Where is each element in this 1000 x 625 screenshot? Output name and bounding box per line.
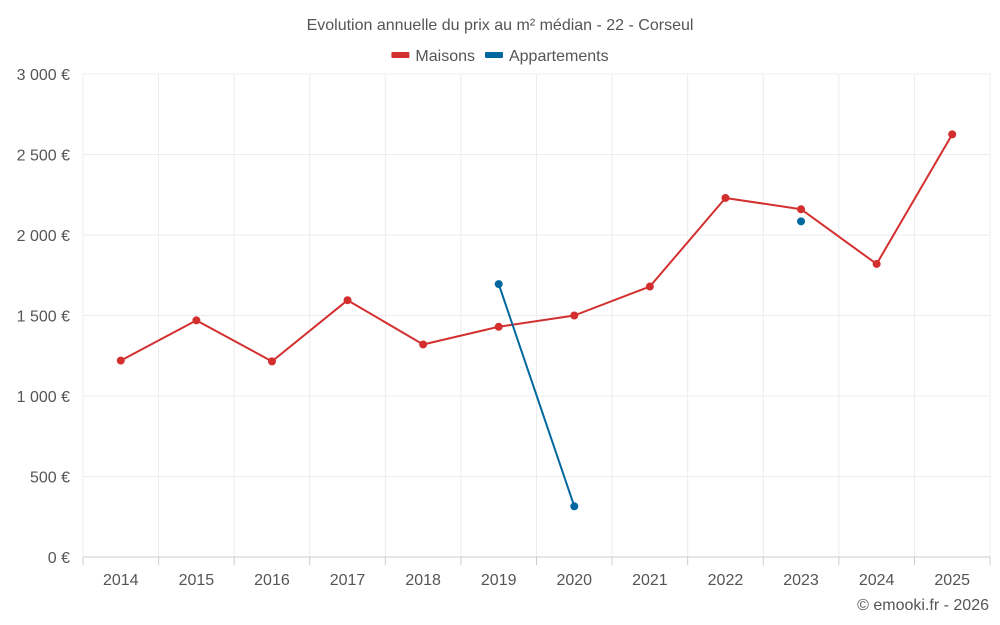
data-point[interactable] (419, 340, 428, 349)
x-tick-label: 2021 (632, 572, 668, 589)
y-tick-label: 2 500 € (17, 148, 70, 165)
legend-item-maisons[interactable]: Maisons (391, 48, 475, 65)
legend-item-appartements[interactable]: Appartements (484, 48, 609, 65)
data-point[interactable] (872, 259, 881, 268)
x-tick-label: 2022 (708, 572, 744, 589)
y-tick-label: 1 000 € (17, 389, 70, 406)
data-point[interactable] (645, 282, 654, 291)
series-layer (116, 130, 957, 511)
legend-swatch (391, 52, 410, 58)
legend-label: Appartements (509, 48, 609, 65)
legend-label: Maisons (415, 48, 475, 65)
data-point[interactable] (192, 316, 201, 325)
data-point[interactable] (948, 130, 957, 139)
x-tick-label: 2015 (179, 572, 215, 589)
series-appartements (494, 217, 806, 511)
x-axis-ticks: 2014 2015 2016 2017 2018 2019 2020 2021 2022 2023… (82, 557, 991, 589)
series-line (497, 283, 576, 507)
x-tick-label: 2017 (330, 572, 366, 589)
data-point[interactable] (494, 322, 503, 331)
y-tick-label: 2 000 € (17, 228, 70, 245)
x-tick-label: 2018 (405, 572, 441, 589)
data-point[interactable] (570, 311, 579, 320)
legend-swatch (484, 52, 503, 58)
legend: Maisons Appartements (391, 48, 609, 65)
y-axis-ticks: 0 € 500 € 1 000 € 1 500 € 2 000 € 2 500 € 3 00… (17, 67, 70, 567)
credit-text: © emooki.fr - 2026 (857, 597, 989, 614)
x-tick-label: 2014 (103, 572, 139, 589)
data-point[interactable] (797, 217, 806, 226)
x-tick-label: 2016 (254, 572, 290, 589)
y-tick-label: 3 000 € (17, 67, 70, 84)
data-point[interactable] (797, 205, 806, 214)
chart-title: Evolution annuelle du prix au m² médian … (307, 17, 694, 34)
y-tick-label: 1 500 € (17, 309, 70, 326)
data-point[interactable] (116, 356, 125, 365)
data-point[interactable] (494, 280, 503, 289)
data-point[interactable] (343, 296, 352, 305)
grid (82, 73, 991, 557)
series-maisons (116, 130, 957, 366)
x-tick-label: 2020 (556, 572, 592, 589)
x-tick-label: 2019 (481, 572, 517, 589)
data-point[interactable] (570, 502, 579, 511)
y-tick-label: 0 € (48, 550, 70, 567)
x-tick-label: 2024 (859, 572, 895, 589)
data-point[interactable] (267, 357, 276, 366)
series-line (120, 133, 954, 363)
x-tick-label: 2025 (934, 572, 970, 589)
y-tick-label: 500 € (30, 470, 70, 487)
x-tick-label: 2023 (783, 572, 819, 589)
data-point[interactable] (721, 193, 730, 202)
